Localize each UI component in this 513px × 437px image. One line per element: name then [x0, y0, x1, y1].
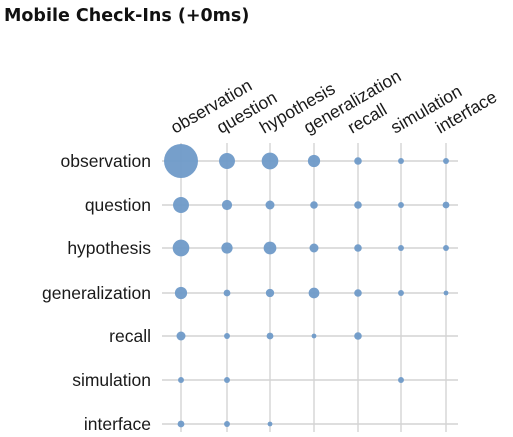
point-question-observation: [173, 197, 189, 213]
point-interface-hypothesis: [267, 421, 273, 427]
point-observation-simulation: [398, 158, 404, 164]
point-hypothesis-question: [221, 242, 233, 254]
row-label-recall: recall: [109, 326, 151, 346]
point-generalization-interface: [443, 290, 449, 296]
point-interface-question: [224, 421, 230, 427]
row-label-observation: observation: [61, 151, 151, 171]
row-labels: observation question hypothesis generalizat…: [42, 151, 151, 434]
point-generalization-observation: [174, 286, 188, 300]
points-layer: [164, 144, 450, 428]
point-generalization-recall: [354, 289, 362, 297]
point-interface-observation: [177, 420, 185, 428]
point-hypothesis-hypothesis: [263, 241, 277, 255]
point-question-interface: [442, 201, 450, 209]
point-hypothesis-generalization: [309, 243, 319, 253]
point-observation-generalization: [307, 154, 321, 168]
point-recall-hypothesis: [266, 332, 274, 340]
point-question-recall: [354, 201, 362, 209]
point-recall-observation: [176, 331, 186, 341]
grid-layer: [162, 143, 458, 432]
chart-title: Mobile Check-Ins (+0ms): [4, 6, 249, 26]
point-observation-recall: [354, 157, 362, 165]
point-generalization-generalization: [308, 287, 320, 299]
point-observation-interface: [443, 158, 449, 164]
row-label-question: question: [85, 195, 151, 215]
point-generalization-simulation: [398, 290, 404, 296]
row-label-interface: interface: [84, 414, 151, 434]
point-recall-generalization: [311, 333, 317, 339]
point-observation-hypothesis: [261, 152, 279, 170]
row-label-hypothesis: hypothesis: [67, 238, 151, 258]
column-labels: observationquestionhypothesisgeneralizat…: [167, 66, 500, 138]
point-simulation-question: [224, 377, 230, 383]
point-question-question: [221, 199, 233, 211]
point-question-generalization: [310, 201, 318, 209]
point-question-simulation: [398, 202, 404, 208]
point-hypothesis-recall: [354, 244, 362, 252]
point-recall-question: [224, 333, 230, 339]
point-hypothesis-simulation: [398, 245, 404, 251]
point-simulation-simulation: [398, 377, 404, 383]
point-observation-observation: [164, 144, 198, 178]
point-hypothesis-interface: [443, 245, 449, 251]
point-question-hypothesis: [265, 200, 275, 210]
point-simulation-observation: [178, 377, 184, 383]
point-generalization-hypothesis: [265, 288, 275, 298]
point-generalization-question: [223, 289, 231, 297]
row-label-generalization: generalization: [42, 283, 151, 303]
point-observation-question: [219, 153, 235, 169]
point-recall-recall: [354, 332, 362, 340]
row-label-simulation: simulation: [72, 370, 151, 390]
point-hypothesis-observation: [172, 239, 190, 257]
